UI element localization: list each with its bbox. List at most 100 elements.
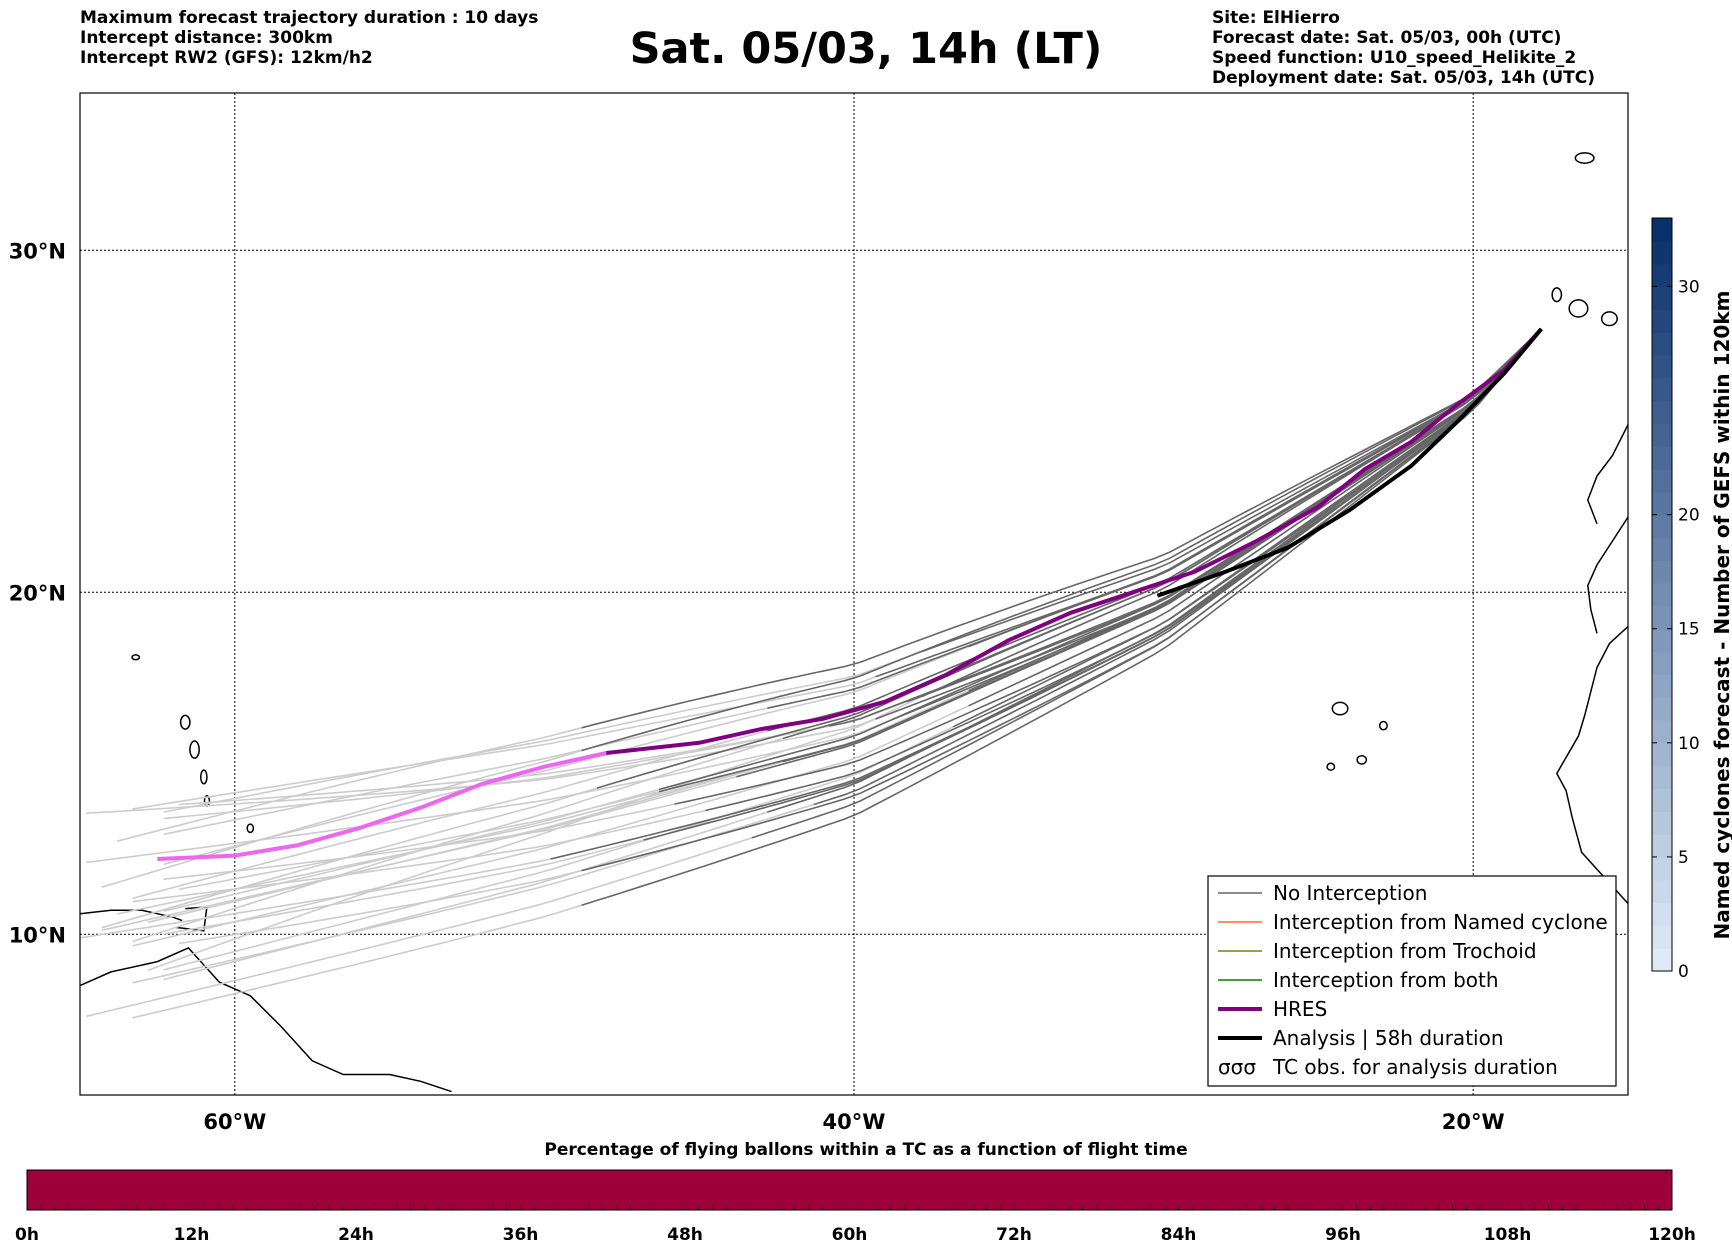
colorbar-frame: [1651, 217, 1673, 972]
percent-bar-tick-label: 60h: [832, 1225, 868, 1241]
analysis-track: [1156, 327, 1543, 598]
ensemble-track-dark: [767, 328, 1542, 813]
colorbar-step: [1652, 651, 1672, 675]
island-outline: [179, 714, 191, 730]
coastline-path: [80, 946, 452, 1093]
legend-box: [1207, 875, 1617, 1087]
colorbar-tick-label: 15: [1678, 620, 1700, 640]
island-outline: [1378, 720, 1388, 731]
colorbar-step: [1652, 834, 1672, 858]
legend: No Interception Interception from Named c…: [1207, 875, 1617, 1087]
colorbar-step: [1652, 218, 1672, 242]
colorbar-step: [1652, 423, 1672, 447]
colorbar-step: [1652, 742, 1672, 767]
percent-bar-tick-label: 12h: [174, 1225, 210, 1241]
header-right-line-1: Site: ElHierro: [1212, 8, 1340, 28]
ensemble-track-light: [178, 869, 582, 945]
colorbar-step: [1652, 879, 1672, 904]
header-right-line-3: Speed function: U10_speed_Helikite_2: [1212, 48, 1577, 68]
colorbar-step: [1652, 925, 1672, 949]
colorbar-tick-label: 5: [1678, 848, 1689, 868]
page-title: Sat. 05/03, 14h (LT): [629, 24, 1103, 74]
axis-ticks: 60°W 40°W 20°W 30°N 20°N 10°N: [9, 239, 1505, 1134]
ensemble-track-light: [163, 645, 969, 866]
colorbar-step: [1652, 309, 1672, 333]
header-left-line-3: Intercept RW2 (GFS): 12km/h2: [80, 48, 373, 68]
ensemble-track-dark: [581, 328, 1542, 729]
colorbar-step: [1652, 811, 1672, 835]
island-outline: [1326, 762, 1336, 771]
header-right-line-2: Forecast date: Sat. 05/03, 00h (UTC): [1212, 28, 1562, 48]
legend-item: No Interception: [1218, 881, 1427, 905]
header-right-info: Site: ElHierro Forecast date: Sat. 05/03…: [1212, 8, 1595, 88]
island-outline: [1600, 311, 1618, 327]
percent-bar-tick-label: 36h: [503, 1225, 539, 1241]
legend-item: σσσ TC obs. for analysis duration: [1218, 1055, 1558, 1079]
ensemble-track-light: [163, 650, 923, 813]
tc-symbol-icon: σσσ: [1218, 1055, 1256, 1079]
colorbar-step: [1652, 240, 1672, 265]
bottom-colorbar-title: Percentage of flying ballons within a TC…: [544, 1140, 1188, 1160]
ensemble-track-light: [86, 719, 892, 864]
percent-bar: [26, 1169, 1673, 1211]
legend-label: Interception from Named cyclone: [1273, 910, 1608, 934]
legend-label: Analysis | 58h duration: [1273, 1026, 1504, 1050]
colorbar-tick-label: 10: [1678, 734, 1700, 754]
ensemble-track-dark: [581, 328, 1542, 907]
lat-tick-label: 20°N: [9, 581, 66, 605]
percent-bar-tick-label: 84h: [1161, 1225, 1197, 1241]
colorbar-step: [1652, 469, 1672, 493]
right-colorbar: 0 5 10 15 20 30: [1651, 217, 1700, 982]
ensemble-track-light: [163, 726, 954, 971]
island-outline: [1551, 287, 1563, 303]
map-frame: [79, 92, 1629, 1096]
ensemble-track-dark: [921, 328, 1542, 653]
ensemble-track-light: [132, 904, 582, 1019]
colorbar-step: [1652, 765, 1672, 790]
colorbar-step: [1652, 400, 1672, 424]
colorbar-tick-label: 20: [1678, 506, 1700, 526]
ensemble-track-dark: [581, 328, 1542, 872]
analysis-track-line: [1156, 327, 1543, 598]
percent-bar-tick-label: 0h: [15, 1225, 39, 1241]
percent-bar-tick-label: 108h: [1484, 1225, 1532, 1241]
header-left-info: Maximum forecast trajectory duration : 1…: [80, 8, 538, 68]
colorbar-step: [1652, 902, 1672, 926]
ensemble-track-light: [116, 727, 582, 842]
island-outline: [1356, 755, 1368, 765]
legend-label: HRES: [1273, 997, 1327, 1021]
ensemble-track-light: [86, 837, 753, 1018]
lat-tick-label: 30°N: [9, 239, 66, 263]
ensemble-track-light: [101, 749, 582, 888]
legend-item: Analysis | 58h duration: [1218, 1026, 1504, 1050]
colorbar-step: [1652, 720, 1672, 744]
percent-bar-tick-label: 96h: [1325, 1225, 1361, 1241]
bottom-colorbar: 0h 12h 24h 36h 48h 60h 72h 84h 96h 108h 120h: [15, 1169, 1696, 1241]
legend-label: TC obs. for analysis duration: [1272, 1055, 1558, 1079]
legend-label: Interception from both: [1273, 968, 1499, 992]
colorbar-step: [1652, 514, 1672, 539]
colorbar-step: [1652, 788, 1672, 812]
colorbar-step: [1652, 605, 1672, 630]
ensemble-track-light: [163, 803, 675, 880]
header-right-line-4: Deployment date: Sat. 05/03, 14h (UTC): [1212, 68, 1596, 88]
percent-bar-tick-label: 24h: [338, 1225, 374, 1241]
lat-tick-label: 10°N: [9, 923, 66, 947]
coastline-path: [1555, 625, 1628, 905]
ensemble-track-dark: [550, 328, 1542, 860]
colorbar-step: [1652, 377, 1672, 402]
coastline-path: [80, 909, 183, 922]
legend-item: Interception from both: [1218, 968, 1499, 992]
hres-track: [157, 327, 1543, 861]
island-outline: [189, 740, 200, 759]
colorbar-step: [1652, 537, 1672, 561]
percent-bar-tick-label: 72h: [996, 1225, 1032, 1241]
lon-tick-label: 20°W: [1442, 1110, 1505, 1134]
ensemble-track-light: [163, 811, 768, 981]
colorbar-step: [1652, 674, 1672, 698]
colorbar-step: [1652, 332, 1672, 356]
ensemble-track-light: [132, 737, 784, 943]
hres-track-segment: [606, 327, 1543, 755]
legend-item: Interception from Trochoid: [1218, 939, 1537, 963]
